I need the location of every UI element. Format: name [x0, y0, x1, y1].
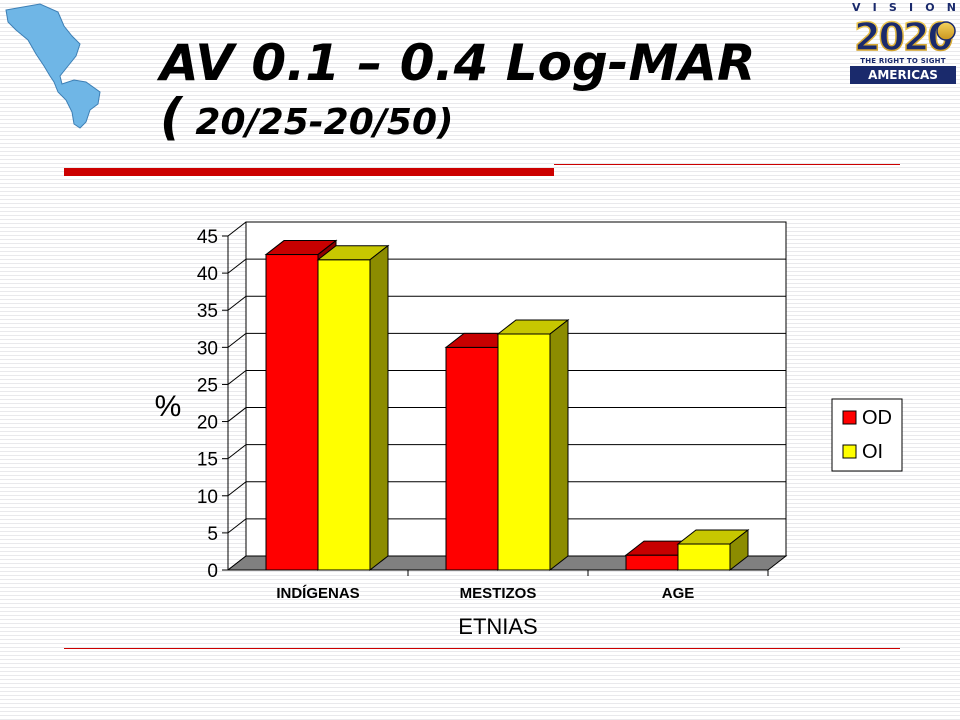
bar-oi: [676, 528, 750, 572]
y-axis-title: %: [155, 390, 182, 423]
title-line-1: AV 0.1 – 0.4 Log-MAR: [160, 34, 756, 92]
logo-letter: S: [888, 1, 897, 14]
bar-side: [549, 318, 569, 572]
gridline: [227, 407, 786, 422]
gridline: [227, 481, 786, 497]
legend-swatch-oi: [842, 444, 857, 459]
bar-front: [265, 254, 319, 571]
gridline: [227, 332, 786, 348]
x-category-label: MESTIZOS: [460, 585, 537, 602]
globe-icon: [936, 21, 956, 41]
x-axis-title: ETNIAS: [458, 614, 537, 639]
logo-letter: N: [946, 1, 956, 14]
y-tick-label: 5: [207, 524, 218, 545]
logo-letter: I: [872, 1, 877, 14]
gridline: [227, 444, 786, 460]
y-tick-label: 20: [197, 413, 218, 434]
vision-2020-logo: V I S I O N 2020 THE RIGHT TO SIGHT AMER…: [846, 0, 960, 92]
bar-front: [445, 346, 499, 571]
legend-label-oi: OI: [862, 441, 883, 463]
gridline: [227, 369, 786, 385]
bar-oi: [496, 318, 570, 572]
y-tick-label: 40: [197, 264, 218, 285]
title-accent-bar: [64, 168, 554, 176]
gridline: [227, 221, 786, 237]
title-line-2: ( 20/25-20/50): [160, 92, 755, 142]
bar-oi: [316, 244, 390, 572]
logo-letter: I: [909, 1, 914, 14]
gridline: [227, 295, 786, 311]
logo-tagline: THE RIGHT TO SIGHT: [860, 57, 946, 65]
logo-year: 2020: [854, 15, 952, 59]
x-category-label: INDÍGENAS: [276, 585, 359, 602]
x-category-label: AGE: [662, 585, 695, 602]
y-tick-label: 30: [197, 338, 218, 359]
title-paren: (: [160, 88, 183, 146]
y-tick-label: 45: [197, 227, 218, 248]
y-tick-label: 25: [197, 375, 218, 396]
y-tick-label: 0: [207, 561, 218, 582]
logo-letter: V: [852, 1, 861, 14]
logo-region: AMERICAS: [850, 66, 956, 84]
logo-letter: O: [925, 1, 935, 14]
legend-label-od: OD: [862, 407, 892, 429]
title-subtitle: 20/25-20/50): [182, 102, 454, 143]
gridline: [227, 518, 786, 534]
logo-vision-letters: V I S I O N: [852, 1, 956, 14]
footer-rule: [64, 648, 900, 649]
bar-side: [729, 528, 749, 572]
americas-map-icon: [5, 3, 101, 129]
gridline: [227, 258, 786, 274]
y-tick-label: 15: [197, 450, 218, 471]
y-tick-label: 35: [197, 301, 218, 322]
bar-side: [369, 244, 389, 572]
bar-front: [317, 259, 371, 571]
bar-front: [497, 333, 551, 571]
legend-swatch-od: [842, 410, 857, 425]
bar-front: [677, 543, 731, 571]
y-tick-label: 10: [197, 487, 218, 508]
title-rule: [554, 164, 900, 165]
slide-title: AV 0.1 – 0.4 Log-MAR ( 20/25-20/50): [160, 38, 755, 142]
bar-front: [625, 554, 679, 571]
